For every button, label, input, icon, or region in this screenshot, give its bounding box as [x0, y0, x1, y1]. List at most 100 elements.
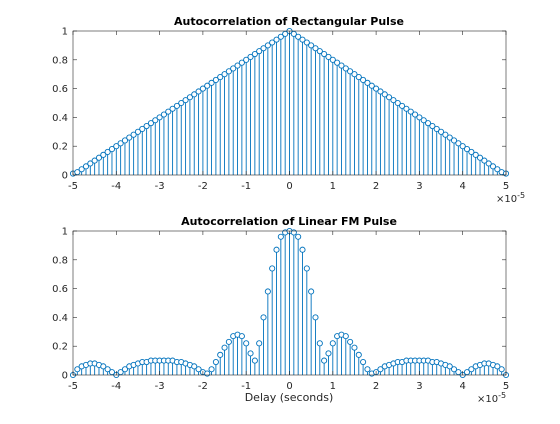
stem-marker — [429, 122, 436, 130]
stem-marker — [208, 366, 215, 373]
stem-marker — [433, 125, 440, 132]
stem-marker — [329, 340, 336, 347]
stem-marker — [152, 117, 159, 124]
stem-marker — [416, 114, 423, 121]
stem-marker — [295, 233, 302, 240]
stem-marker — [403, 105, 410, 112]
stem-marker — [446, 363, 453, 370]
stem-marker — [126, 134, 133, 141]
stem-marker — [368, 82, 375, 89]
x-tick-label: 1 — [330, 381, 336, 392]
x-tick-label: 2 — [373, 381, 379, 392]
stem-marker — [494, 363, 501, 370]
stem-marker — [476, 154, 484, 161]
stem-marker — [303, 39, 310, 46]
stem-marker — [173, 102, 180, 109]
axes-rectangular-pulse: Autocorrelation of Rectangular Pulse -5 -… — [52, 15, 525, 205]
stem-marker — [260, 314, 267, 321]
stem-marker — [420, 117, 427, 124]
stem-marker — [113, 143, 120, 150]
stem-marker — [160, 111, 167, 118]
stem-marker — [230, 65, 237, 72]
stem-marker — [321, 50, 328, 58]
stem-marker — [204, 370, 211, 377]
stem-marker — [312, 45, 319, 52]
stem-marker — [351, 71, 358, 78]
stem-marker — [295, 33, 302, 40]
stem-marker — [425, 120, 432, 127]
y-tick-label: 1 — [62, 27, 68, 38]
stem-marker — [277, 233, 284, 240]
stem-marker — [195, 88, 202, 95]
y-tick-label: 0.8 — [52, 255, 68, 266]
y-tick-label: 0 — [62, 171, 68, 182]
stem-marker — [225, 68, 232, 75]
stem-marker — [360, 358, 367, 366]
stem-marker — [437, 128, 445, 135]
x-tick-label: 5 — [503, 181, 509, 192]
stem-marker — [308, 42, 315, 49]
x-tick-label: 1 — [330, 181, 336, 192]
stem-marker — [390, 97, 397, 104]
stem-marker — [351, 344, 358, 351]
stem-marker — [195, 366, 202, 373]
x-tick-label: 4 — [460, 181, 466, 192]
y-tick-label: 0.8 — [52, 55, 68, 66]
stem-marker — [91, 157, 98, 164]
stem-marker — [256, 48, 263, 55]
stem-marker — [329, 56, 336, 63]
x-tick-label: -2 — [198, 381, 208, 392]
stem-marker — [221, 71, 228, 78]
stem-marker — [221, 344, 228, 351]
stem-marker — [312, 314, 319, 321]
stem-marker — [316, 48, 323, 55]
stem-marker — [251, 50, 258, 58]
stem-marker — [407, 108, 414, 115]
stem-marker — [498, 366, 505, 373]
stem-marker — [74, 366, 81, 373]
y-tick-label: 0.6 — [52, 284, 68, 295]
stem-marker — [463, 146, 471, 153]
x-tick-label: -3 — [155, 181, 165, 192]
stem-marker — [455, 140, 462, 147]
stem-marker — [450, 137, 458, 144]
stem-marker — [377, 366, 384, 373]
stem-marker — [303, 265, 310, 272]
stem-marker — [412, 111, 419, 118]
y-tick-label: 0.4 — [52, 313, 68, 324]
x-tick-label: 4 — [460, 381, 466, 392]
stem-marker — [147, 120, 154, 127]
stem-marker — [121, 366, 129, 373]
stem-marker — [325, 53, 332, 60]
y-tick-label: 1 — [62, 227, 68, 238]
axis-ticks: -5 -4 -3 -2 -1 0 1 2 3 4 5 0 0.2 0.4 0.6 0.8 1 — [52, 27, 509, 193]
x-tick-label: 5 — [503, 381, 509, 392]
x-tick-label: -1 — [241, 381, 251, 392]
x-axis-label: Delay (seconds) — [245, 391, 334, 404]
stem-marker — [243, 340, 250, 347]
x-tick-label: 0 — [286, 181, 292, 192]
stem-marker — [334, 59, 341, 66]
stem-marker — [273, 36, 280, 43]
stem-marker — [468, 366, 475, 373]
stem-marker — [355, 351, 362, 358]
stem-marker — [204, 82, 211, 89]
stem-marker — [381, 91, 388, 98]
stem-marker — [277, 33, 284, 40]
stem-marker — [472, 151, 479, 158]
stem-marker — [459, 143, 466, 150]
stem-marker — [269, 39, 276, 46]
axes-title: Autocorrelation of Rectangular Pulse — [174, 15, 404, 28]
stem-marker — [364, 79, 371, 86]
stem-marker — [78, 166, 85, 173]
x-tick-label: -5 — [68, 181, 78, 192]
stem-marker — [104, 148, 111, 156]
stem-marker — [386, 94, 393, 101]
stem-marker — [251, 357, 258, 364]
x-tick-label: 3 — [416, 181, 422, 192]
stem-marker — [264, 288, 271, 295]
x-tick-label: -1 — [241, 181, 251, 192]
stem-marker — [290, 229, 297, 236]
stem-marker — [450, 366, 458, 373]
